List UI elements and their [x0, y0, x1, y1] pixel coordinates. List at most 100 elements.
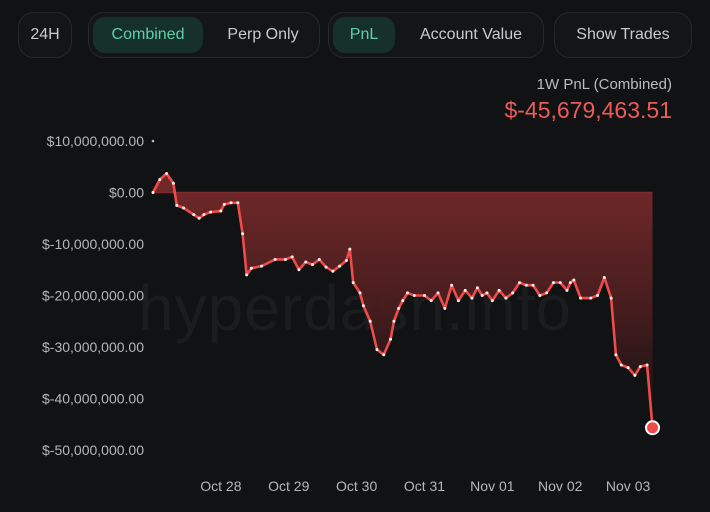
data-point — [551, 281, 555, 285]
data-point — [209, 210, 213, 214]
data-point — [375, 348, 379, 352]
data-point — [290, 255, 294, 259]
mode-perp-only-button[interactable]: Perp Only — [227, 26, 299, 43]
x-tick-label: Oct 28 — [200, 478, 241, 494]
toolbar: 24H Combined Perp Only PnL Account Value… — [0, 0, 710, 70]
data-point — [358, 291, 362, 295]
data-point — [463, 288, 467, 292]
data-point — [638, 365, 642, 369]
data-point — [538, 294, 542, 297]
data-point — [192, 213, 196, 217]
data-point — [361, 304, 365, 308]
data-point — [422, 294, 426, 297]
data-point — [351, 281, 355, 285]
data-point — [338, 264, 342, 268]
data-point — [572, 278, 576, 282]
pnl-summary-value: $-45,679,463.51 — [504, 97, 672, 123]
data-point — [260, 264, 264, 268]
range-24h-button[interactable]: 24H — [30, 26, 60, 43]
data-point — [456, 299, 460, 303]
data-point — [531, 283, 535, 287]
data-point — [475, 286, 479, 290]
data-point — [182, 206, 186, 210]
data-point — [565, 288, 569, 292]
data-point — [158, 178, 162, 182]
data-point — [324, 265, 328, 269]
y-tick-label: $-10,000,000.00 — [42, 236, 144, 252]
data-point — [382, 353, 386, 357]
data-point — [589, 296, 593, 300]
data-point — [311, 263, 314, 267]
plot-area — [151, 171, 661, 436]
range-group: 24H — [18, 12, 72, 58]
data-point — [219, 209, 223, 213]
x-tick-label: Nov 03 — [606, 478, 651, 494]
y-tick-label: $0.00 — [109, 185, 144, 201]
metric-account-value-button[interactable]: Account Value — [420, 26, 522, 43]
data-point — [389, 337, 393, 341]
data-point — [568, 281, 572, 285]
x-axis: Oct 28 Oct 29 Oct 30 Oct 31 Nov 01 Nov 02 Nov … — [200, 478, 650, 494]
data-point — [633, 373, 637, 377]
data-point — [245, 273, 249, 277]
data-point — [344, 258, 348, 262]
show-trades-group: Show Trades — [554, 12, 692, 58]
metric-group: PnL Account Value — [328, 12, 544, 58]
data-point — [579, 296, 583, 300]
x-tick-label: Oct 31 — [404, 478, 445, 494]
data-point — [609, 296, 613, 300]
data-point — [317, 257, 321, 261]
data-point — [450, 283, 454, 287]
data-point — [304, 260, 308, 264]
y-tick-label: $10,000,000.00 — [47, 133, 145, 149]
data-point — [397, 306, 401, 310]
data-point — [331, 269, 335, 273]
show-trades-button[interactable]: Show Trades — [576, 26, 670, 43]
data-point — [619, 363, 623, 367]
y-tick-label: $-30,000,000.00 — [42, 339, 144, 355]
data-point — [175, 203, 179, 207]
mode-group: Combined Perp Only — [88, 12, 320, 58]
data-point — [283, 257, 287, 261]
data-point — [602, 275, 606, 279]
x-tick-label: Nov 02 — [538, 478, 583, 494]
y-tick-label: $-20,000,000.00 — [42, 288, 144, 304]
data-point — [401, 299, 405, 303]
x-tick-label: Oct 29 — [268, 478, 309, 494]
data-point — [436, 291, 440, 295]
data-point — [202, 213, 206, 217]
data-point — [348, 247, 352, 251]
y-top-marker — [151, 139, 155, 143]
mode-combined-button[interactable]: Combined — [93, 17, 203, 53]
x-tick-label: Oct 30 — [336, 478, 377, 494]
data-point — [368, 319, 372, 323]
data-point — [443, 306, 447, 310]
data-point — [222, 202, 226, 206]
data-point — [645, 363, 649, 367]
data-point — [614, 353, 618, 357]
data-point — [497, 288, 501, 292]
data-point — [229, 201, 233, 205]
pnl-summary-label: 1W PnL (Combined) — [536, 76, 672, 93]
data-point — [626, 366, 630, 370]
data-point — [165, 171, 169, 175]
data-point — [490, 299, 494, 303]
data-point — [273, 257, 277, 261]
data-point — [171, 181, 175, 185]
data-point — [241, 232, 245, 236]
last-point-marker — [645, 420, 661, 436]
data-point — [236, 201, 240, 205]
data-point — [297, 268, 301, 272]
y-axis: $10,000,000.00 $0.00 $-10,000,000.00 $-20,0… — [42, 133, 155, 458]
data-point — [470, 296, 474, 300]
data-point — [504, 296, 508, 300]
metric-pnl-button[interactable]: PnL — [333, 17, 395, 53]
data-point — [406, 291, 410, 295]
data-point — [558, 281, 562, 285]
data-point — [197, 216, 201, 220]
data-point — [545, 291, 549, 295]
data-point — [480, 294, 484, 297]
data-point — [392, 319, 396, 323]
x-tick-label: Nov 01 — [470, 478, 515, 494]
